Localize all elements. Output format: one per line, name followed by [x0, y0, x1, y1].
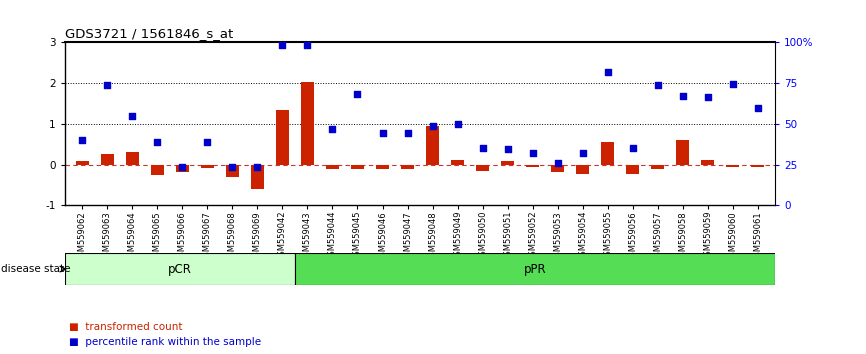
Text: ■  transformed count: ■ transformed count: [69, 322, 183, 332]
Text: ■  percentile rank within the sample: ■ percentile rank within the sample: [69, 337, 262, 347]
Bar: [425, 126, 439, 165]
Bar: [126, 153, 139, 165]
Bar: [576, 165, 590, 173]
Point: [726, 81, 740, 87]
Bar: [751, 165, 765, 167]
Point: [126, 113, 139, 119]
Bar: [726, 165, 740, 167]
Bar: [450, 160, 464, 165]
Bar: [176, 165, 190, 172]
Point: [250, 164, 264, 170]
Bar: [501, 161, 514, 165]
Bar: [650, 165, 664, 170]
Text: pCR: pCR: [168, 263, 192, 275]
Bar: [275, 110, 289, 165]
Bar: [301, 82, 314, 165]
Point: [326, 126, 339, 132]
Point: [151, 139, 165, 145]
Point: [201, 139, 215, 145]
Point: [751, 105, 765, 110]
Point: [275, 42, 289, 48]
Point: [576, 150, 590, 156]
Bar: [475, 165, 489, 171]
Point: [225, 164, 239, 170]
Point: [501, 146, 514, 152]
Point: [75, 137, 89, 143]
Bar: [351, 165, 365, 169]
Point: [176, 164, 190, 170]
Bar: [151, 165, 165, 175]
Bar: [526, 165, 540, 167]
Point: [551, 161, 565, 166]
Point: [100, 82, 114, 88]
Bar: [675, 140, 689, 165]
Point: [450, 121, 464, 127]
Bar: [401, 165, 415, 169]
Text: pPR: pPR: [524, 263, 546, 275]
Point: [701, 95, 714, 100]
Bar: [326, 165, 339, 170]
Bar: [75, 161, 89, 165]
Point: [401, 130, 415, 136]
Bar: [201, 165, 215, 168]
Bar: [295, 253, 775, 285]
Point: [301, 42, 314, 48]
Bar: [250, 165, 264, 189]
Bar: [65, 253, 295, 285]
Point: [625, 145, 639, 150]
Point: [475, 145, 489, 150]
Bar: [376, 165, 390, 170]
Bar: [100, 154, 114, 165]
Bar: [226, 165, 239, 177]
Point: [526, 150, 540, 156]
Bar: [601, 142, 614, 165]
Text: GDS3721 / 1561846_s_at: GDS3721 / 1561846_s_at: [65, 27, 233, 40]
Point: [650, 82, 664, 88]
Point: [425, 123, 439, 129]
Point: [675, 93, 689, 99]
Point: [601, 69, 615, 75]
Text: disease state: disease state: [1, 264, 70, 274]
Bar: [625, 165, 639, 173]
Point: [376, 130, 390, 136]
Bar: [551, 165, 565, 172]
Bar: [701, 160, 714, 165]
Point: [351, 91, 365, 97]
